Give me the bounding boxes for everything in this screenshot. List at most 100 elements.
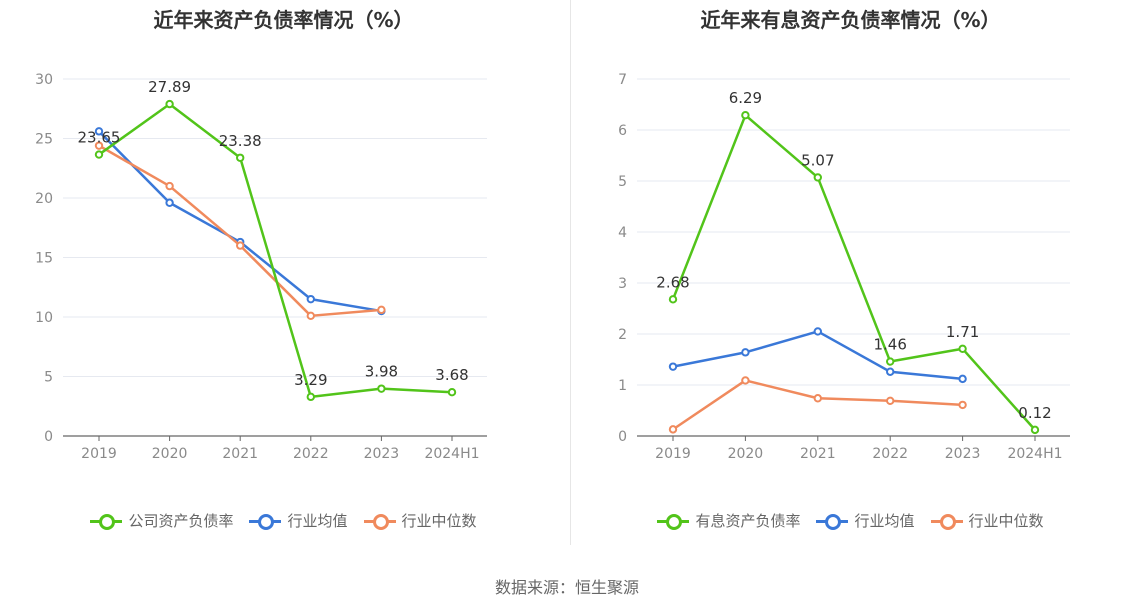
legend-swatch-icon [816, 513, 849, 530]
y-tick-label: 3 [618, 276, 627, 292]
data-point[interactable] [813, 394, 823, 403]
x-tick-label: 2020 [152, 446, 188, 462]
data-label: 6.29 [729, 89, 762, 107]
chart-legend: 有息资产负债率 行业均值 行业中位数 [567, 510, 1134, 531]
data-point[interactable] [958, 374, 967, 384]
series-line [98, 144, 382, 318]
data-point[interactable] [236, 153, 245, 162]
x-tick-label: 2024H1 [424, 446, 479, 462]
data-point[interactable] [447, 388, 457, 397]
y-tick-label: 1 [618, 378, 627, 394]
y-tick-label: 25 [35, 132, 53, 148]
data-label: 27.89 [148, 78, 191, 96]
y-tick-label: 10 [35, 310, 53, 326]
chart-title: 近年来资产负债率情况（%） [153, 8, 414, 32]
data-point[interactable] [165, 198, 174, 207]
legend-swatch-icon [657, 513, 690, 530]
x-tick-label: 2021 [800, 446, 836, 462]
data-point[interactable] [377, 384, 386, 393]
data-point[interactable] [94, 127, 104, 136]
data-label: 0.12 [1018, 404, 1051, 422]
y-tick-label: 7 [618, 72, 627, 88]
data-label: 23.38 [219, 132, 262, 150]
data-label: 1.46 [873, 336, 906, 354]
line-chart-asset-liability: 0 5 10 15 20 25 30 2019 2020 2021 2022 2023 2024H1 23… [35, 72, 487, 462]
legend-label: 行业中位数 [401, 512, 477, 530]
line-chart-interest-bearing-liability: 0 1 2 3 4 5 6 7 2019 2020 2021 2022 2023 2024H1 2.68 6.… [618, 72, 1070, 462]
x-tick-label: 2020 [728, 446, 764, 462]
y-tick-label: 0 [618, 429, 627, 445]
data-point[interactable] [306, 294, 315, 304]
data-point[interactable] [668, 295, 678, 304]
y-tick-label: 20 [35, 191, 53, 207]
legend-item[interactable]: 行业中位数 [363, 510, 477, 531]
data-label: 2.68 [656, 273, 689, 291]
data-label: 3.29 [294, 371, 327, 389]
data-point[interactable] [668, 425, 678, 434]
data-point[interactable] [306, 311, 315, 321]
data-label: 3.68 [435, 366, 468, 384]
data-label: 23.65 [78, 129, 121, 147]
legend-item[interactable]: 行业均值 [816, 510, 915, 531]
legend-item[interactable]: 有息资产负债率 [657, 510, 800, 531]
legend-label: 公司资产负债率 [128, 512, 234, 530]
y-tick-label: 6 [618, 123, 627, 139]
data-point[interactable] [886, 367, 895, 376]
data-point[interactable] [741, 111, 750, 120]
x-tick-label: 2021 [222, 446, 258, 462]
series-line [671, 113, 1036, 431]
legend-label: 行业均值 [854, 512, 915, 530]
y-tick-label: 5 [44, 370, 53, 386]
data-point[interactable] [377, 305, 386, 315]
y-tick-label: 2 [618, 327, 627, 343]
chart-panel-right: 近年来有息资产负债率情况（%） 0 1 2 3 4 5 6 7 2019 2020 2021 2022… [567, 0, 1134, 560]
y-tick-label: 5 [618, 174, 627, 190]
legend-item[interactable]: 行业均值 [249, 510, 348, 531]
series-line [672, 330, 963, 381]
data-point[interactable] [165, 99, 174, 109]
series-line [672, 379, 963, 431]
data-point[interactable] [886, 396, 895, 406]
legend-label: 有息资产负债率 [695, 512, 801, 530]
data-label: 1.71 [946, 323, 979, 341]
legend-label: 行业均值 [287, 512, 348, 530]
x-tick-label: 2022 [293, 446, 329, 462]
legend-label: 行业中位数 [968, 512, 1044, 530]
data-point[interactable] [1030, 425, 1040, 435]
data-point[interactable] [165, 181, 174, 191]
y-tick-label: 30 [35, 72, 53, 88]
data-point[interactable] [886, 357, 895, 366]
x-tick-label: 2019 [81, 446, 117, 462]
data-point[interactable] [958, 344, 967, 353]
chart-legend: 公司资产负债率 行业均值 行业中位数 [0, 510, 567, 531]
data-point[interactable] [813, 327, 823, 336]
data-label: 3.98 [365, 363, 398, 381]
data-point[interactable] [813, 173, 823, 182]
y-tick-label: 0 [44, 429, 53, 445]
data-point[interactable] [958, 400, 967, 410]
legend-item[interactable]: 行业中位数 [930, 510, 1044, 531]
panel-divider [570, 0, 571, 545]
data-label: 5.07 [801, 151, 834, 169]
data-point[interactable] [306, 392, 315, 402]
legend-swatch-icon [363, 513, 396, 530]
data-point[interactable] [741, 348, 750, 357]
x-tick-label: 2023 [945, 446, 981, 462]
y-tick-label: 4 [618, 225, 627, 241]
data-point[interactable] [741, 376, 750, 385]
data-source-note: 数据来源：恒生聚源 [494, 578, 639, 597]
x-tick-label: 2024H1 [1007, 446, 1062, 462]
x-tick-label: 2022 [872, 446, 908, 462]
data-point[interactable] [236, 241, 245, 250]
legend-item[interactable]: 公司资产负债率 [90, 510, 233, 531]
data-point[interactable] [668, 362, 678, 371]
legend-swatch-icon [930, 513, 963, 530]
legend-swatch-icon [249, 513, 282, 530]
chart-panel-left: 近年来资产负债率情况（%） 0 5 10 15 20 25 30 2019 2020 2021 20… [0, 0, 567, 560]
data-point[interactable] [94, 150, 104, 159]
data-point[interactable] [94, 141, 104, 150]
y-tick-label: 15 [35, 251, 53, 267]
x-tick-label: 2023 [364, 446, 400, 462]
legend-swatch-icon [90, 513, 123, 530]
chart-title: 近年来有息资产负债率情况（%） [700, 8, 1001, 32]
